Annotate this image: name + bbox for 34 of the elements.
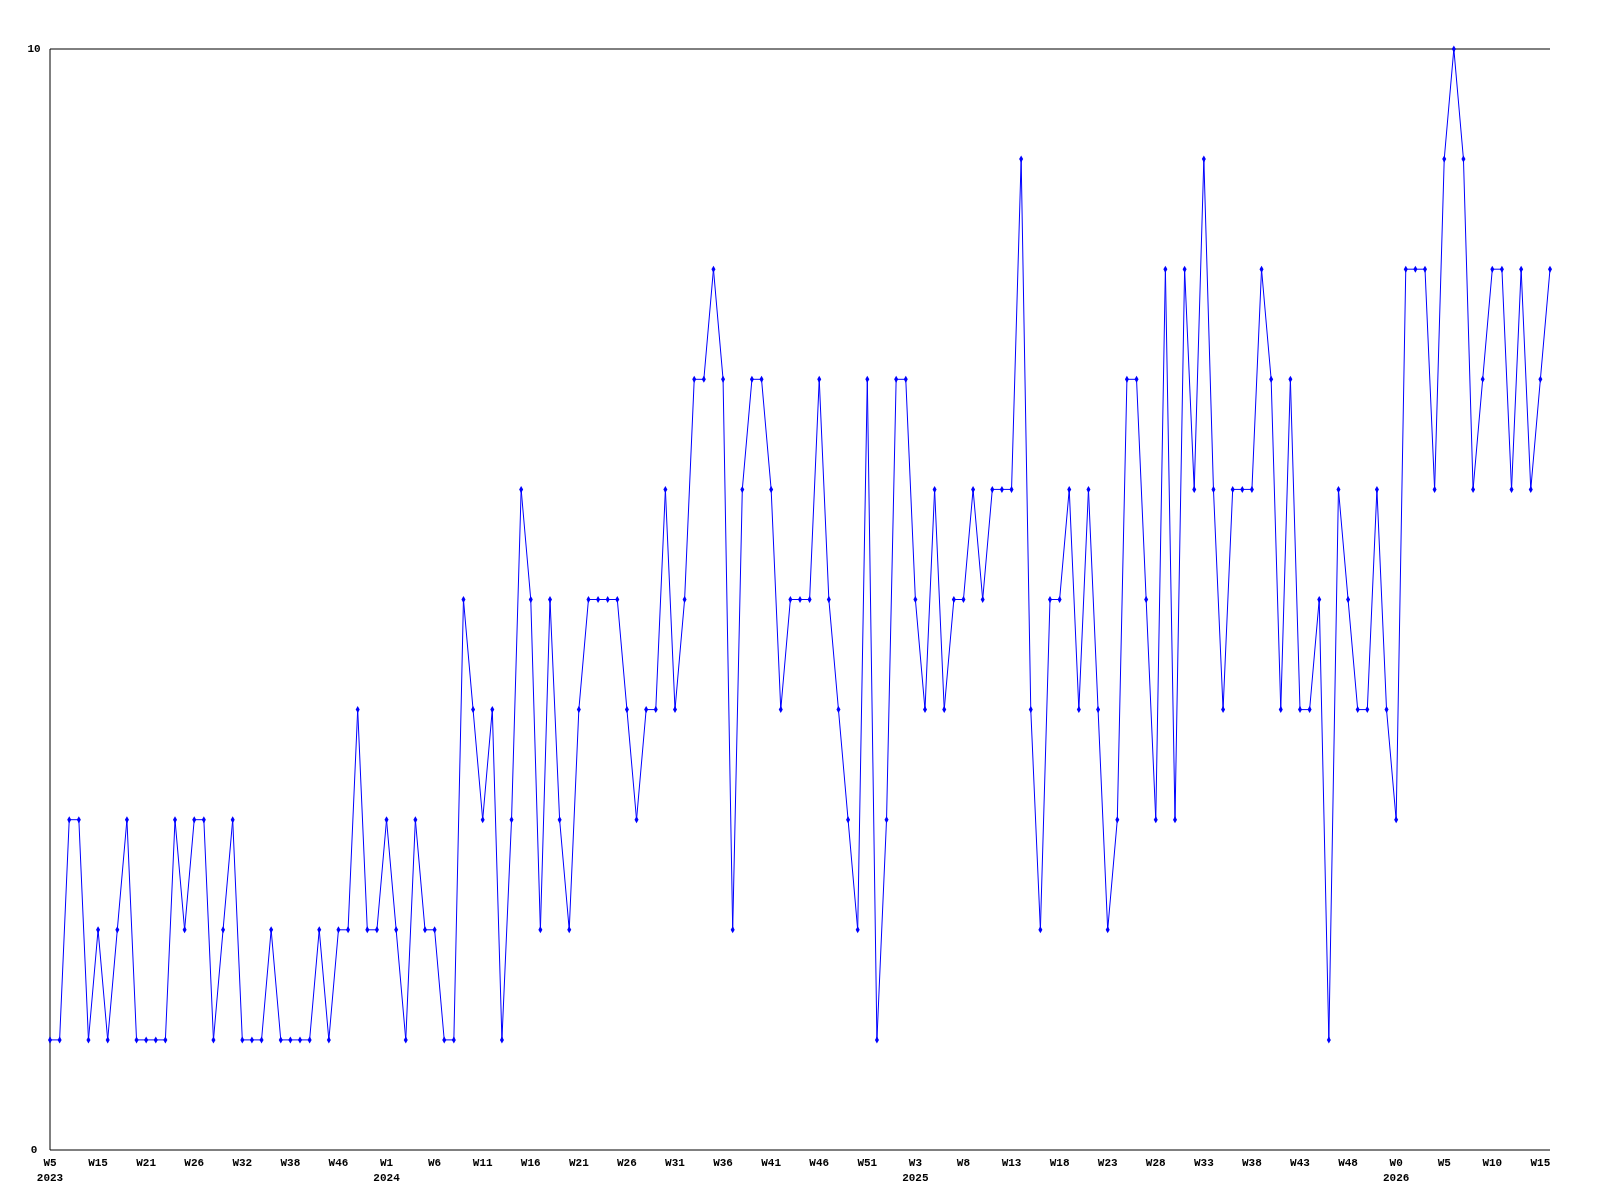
x-tick-label: W38 — [1242, 1157, 1263, 1169]
x-tick-label: W38 — [280, 1157, 301, 1169]
x-tick-label: W5 — [1437, 1157, 1452, 1169]
x-tick-label: W0 2026 — [1382, 1157, 1410, 1184]
x-tick-label: W26 — [617, 1157, 637, 1169]
x-tick-label: W46 — [328, 1157, 349, 1169]
y-tick-label: 10 — [27, 42, 41, 55]
x-tick-label: W31 — [665, 1157, 686, 1169]
x-tick-label: W43 — [1290, 1157, 1311, 1169]
x-tick-label: W46 — [809, 1157, 830, 1169]
x-tick-label: W16 — [520, 1157, 541, 1169]
x-tick-label: W10 — [1482, 1157, 1503, 1169]
x-tick-label: W5 2023 — [36, 1157, 64, 1184]
y-tick-label: 0 — [30, 1143, 38, 1156]
x-tick-label: W3 2025 — [902, 1157, 929, 1184]
x-tick-label: W1 2024 — [373, 1157, 401, 1184]
x-tick-label: W32 — [232, 1157, 253, 1169]
x-tick-label: W21 — [136, 1157, 157, 1169]
x-tick-label: W51 — [857, 1157, 878, 1169]
x-tick-label: W18 — [1049, 1157, 1070, 1169]
x-tick-label: W6 — [428, 1157, 442, 1169]
x-tick-label: W28 — [1145, 1157, 1167, 1169]
x-tick-label: W23 — [1097, 1157, 1118, 1169]
x-tick-label: W15 — [1530, 1157, 1551, 1169]
x-tick-label: W21 — [568, 1157, 590, 1169]
x-tick-label: W15 — [88, 1157, 109, 1169]
x-tick-label: W8 — [956, 1157, 971, 1169]
x-tick-label: W11 — [472, 1157, 493, 1169]
x-tick-label: W48 — [1338, 1157, 1359, 1169]
x-tick-label: W36 — [713, 1157, 733, 1169]
x-tick-label: W13 — [1001, 1157, 1022, 1169]
x-tick-label: W33 — [1193, 1157, 1215, 1169]
x-tick-label: W41 — [761, 1157, 782, 1169]
x-tick-label: W26 — [184, 1157, 205, 1169]
